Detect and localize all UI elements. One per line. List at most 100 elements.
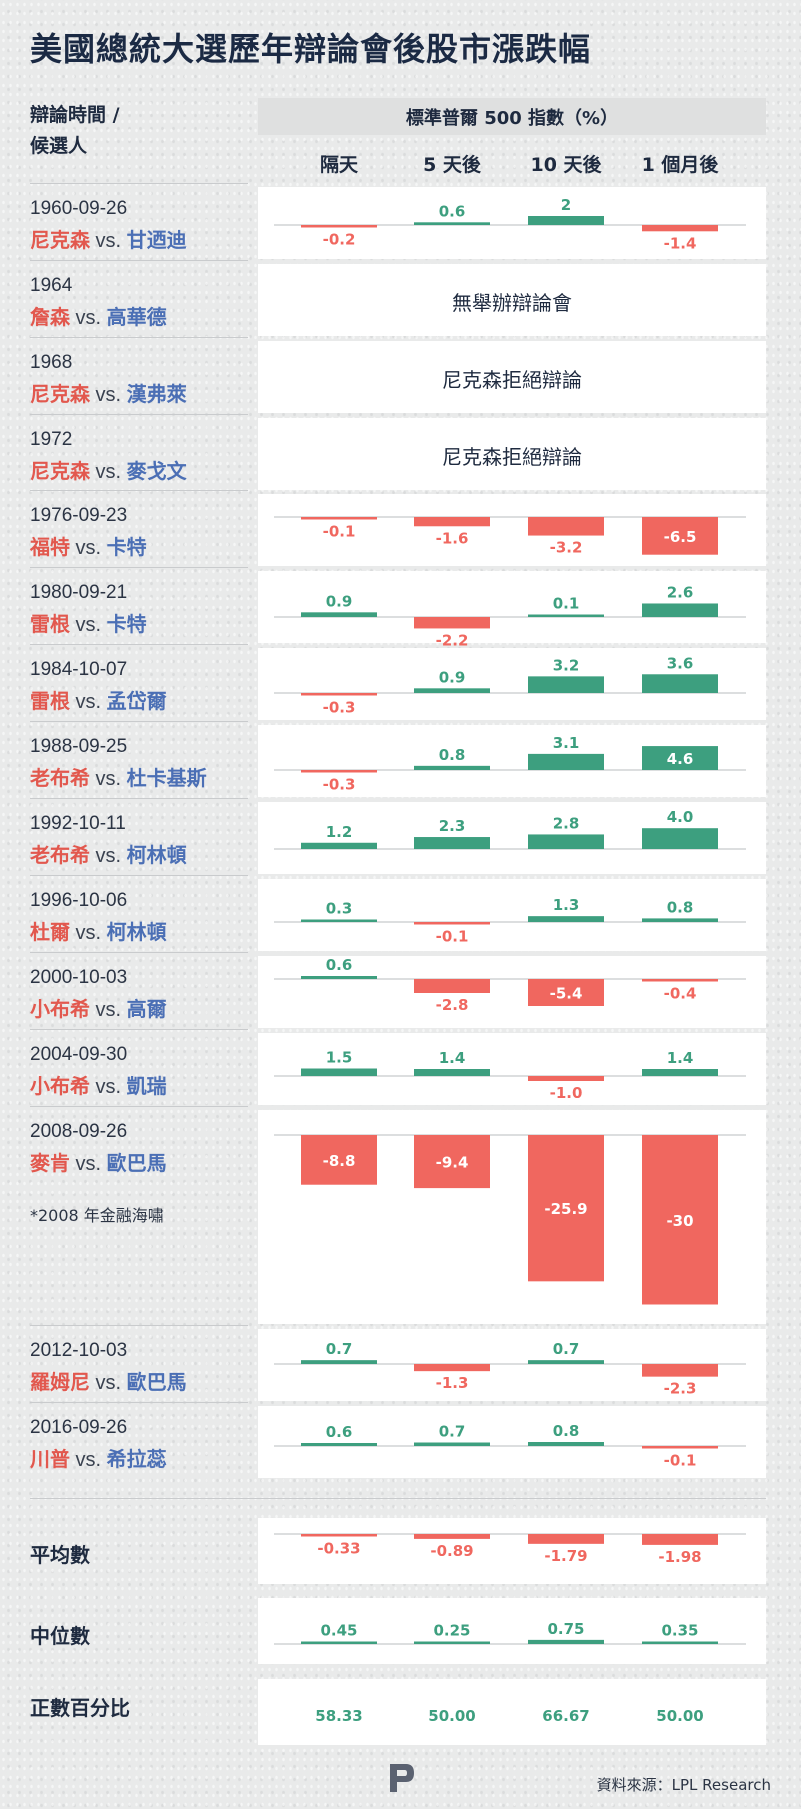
vs-label: vs. <box>70 307 107 329</box>
percent-positive-value: 50.00 <box>656 1707 703 1725</box>
bar <box>301 1360 377 1364</box>
bar <box>642 517 718 555</box>
data-label: 0.45 <box>320 1622 357 1640</box>
data-label: -3.2 <box>550 539 583 557</box>
bar <box>642 979 718 982</box>
vs-label: vs. <box>70 691 107 713</box>
bar <box>414 1534 490 1539</box>
bar <box>642 225 718 232</box>
summary-label: 平均數 <box>30 1543 90 1567</box>
data-label: 1.5 <box>326 1049 353 1067</box>
republican-candidate: 尼克森 <box>30 228 90 252</box>
bar <box>301 517 377 520</box>
data-label: -0.3 <box>323 699 356 717</box>
republican-candidate: 老布希 <box>30 766 90 790</box>
summary-panel <box>258 1679 766 1745</box>
republican-candidate: 詹森 <box>30 305 70 329</box>
row-separator <box>30 567 248 568</box>
source-note: 資料來源：LPL Research <box>596 1776 771 1794</box>
row-separator <box>30 1402 248 1403</box>
democratic-candidate: 高爾 <box>126 997 167 1021</box>
debate-date: 1968 <box>30 352 73 373</box>
republican-candidate: 小布希 <box>30 1074 90 1098</box>
data-label: 0.6 <box>439 202 466 220</box>
democratic-candidate: 卡特 <box>106 612 147 636</box>
bar <box>528 216 604 225</box>
data-label: 0.8 <box>553 1422 580 1440</box>
no-debate-message: 無舉辦辯論會 <box>452 291 572 315</box>
bar <box>301 976 377 979</box>
democratic-candidate: 麥戈文 <box>126 459 187 483</box>
bar <box>414 617 490 629</box>
debate-date: 2004-09-30 <box>30 1044 128 1065</box>
data-label: 1.4 <box>667 1049 694 1067</box>
bar <box>301 1534 377 1537</box>
header-candidate-label: 候選人 <box>30 135 88 157</box>
bar <box>301 1135 377 1185</box>
democratic-candidate: 漢弗萊 <box>126 382 187 406</box>
bar <box>528 517 604 536</box>
bar <box>528 1135 604 1282</box>
bar <box>414 837 490 849</box>
democratic-candidate: 柯林頓 <box>126 843 187 867</box>
democratic-candidate: 歐巴馬 <box>106 1151 167 1175</box>
debate-date: 1976-09-23 <box>30 505 128 526</box>
bar <box>528 916 604 922</box>
candidates: 杜爾 vs. 柯林頓 <box>30 916 167 945</box>
data-label: 0.8 <box>439 746 466 764</box>
bar <box>528 1076 604 1081</box>
summary-label: 正數百分比 <box>30 1696 130 1720</box>
bar <box>528 614 604 617</box>
bar <box>528 834 604 849</box>
republican-candidate: 小布希 <box>30 997 90 1021</box>
data-label: 0.35 <box>661 1622 698 1640</box>
no-debate-message: 尼克森拒絕辯論 <box>442 445 582 469</box>
republican-candidate: 杜爾 <box>30 920 70 944</box>
candidates: 尼克森 vs. 甘迺迪 <box>30 224 187 253</box>
republican-candidate: 尼克森 <box>30 382 90 406</box>
percent-positive-value: 58.33 <box>315 1707 362 1725</box>
bar <box>414 765 490 770</box>
data-label: -0.4 <box>664 985 697 1003</box>
data-label: 3.2 <box>553 656 580 674</box>
data-label: -6.5 <box>664 528 697 546</box>
candidates: 雷根 vs. 卡特 <box>30 608 147 637</box>
index-header-label: 標準普爾 500 指數（%） <box>405 107 619 129</box>
republican-candidate: 福特 <box>30 535 70 559</box>
democratic-candidate: 高華德 <box>106 305 167 329</box>
bar <box>642 1446 718 1449</box>
percent-positive-value: 66.67 <box>542 1707 589 1725</box>
bar <box>301 1068 377 1076</box>
data-label: 1.3 <box>553 896 580 914</box>
row-separator <box>30 1029 248 1030</box>
data-label: 3.1 <box>553 734 580 752</box>
candidates: 尼克森 vs. 漢弗萊 <box>30 378 187 407</box>
vs-label: vs. <box>70 614 107 636</box>
row-separator <box>30 875 248 876</box>
financial-crisis-note: *2008 年金融海嘯 <box>30 1206 164 1225</box>
data-label: 0.6 <box>326 1423 353 1441</box>
data-label: -1.4 <box>664 234 697 252</box>
bar <box>414 1442 490 1446</box>
bar <box>528 979 604 1006</box>
vs-label: vs. <box>90 230 127 252</box>
data-label: 2.8 <box>553 814 580 832</box>
data-label: -2.3 <box>664 1380 697 1398</box>
percent-positive-value: 50.00 <box>428 1707 475 1725</box>
democratic-candidate: 歐巴馬 <box>126 1370 187 1394</box>
data-label: 0.7 <box>326 1340 353 1358</box>
data-label: -2.8 <box>436 996 469 1014</box>
row-panel: 無舉辦辯論會 <box>258 264 766 336</box>
candidates: 老布希 vs. 杜卡基斯 <box>30 762 207 791</box>
bar <box>301 612 377 617</box>
data-label: -0.33 <box>317 1540 360 1558</box>
bar <box>642 1069 718 1076</box>
row-panel: 尼克森拒絕辯論 <box>258 341 766 413</box>
bar <box>301 770 377 773</box>
summary-separator <box>30 1498 766 1499</box>
data-label: 0.7 <box>553 1340 580 1358</box>
header-date-label: 辯論時間 / <box>30 104 120 126</box>
democratic-candidate: 孟岱爾 <box>106 689 167 713</box>
debate-date: 2012-10-03 <box>30 1340 128 1361</box>
debate-date: 1984-10-07 <box>30 659 128 680</box>
